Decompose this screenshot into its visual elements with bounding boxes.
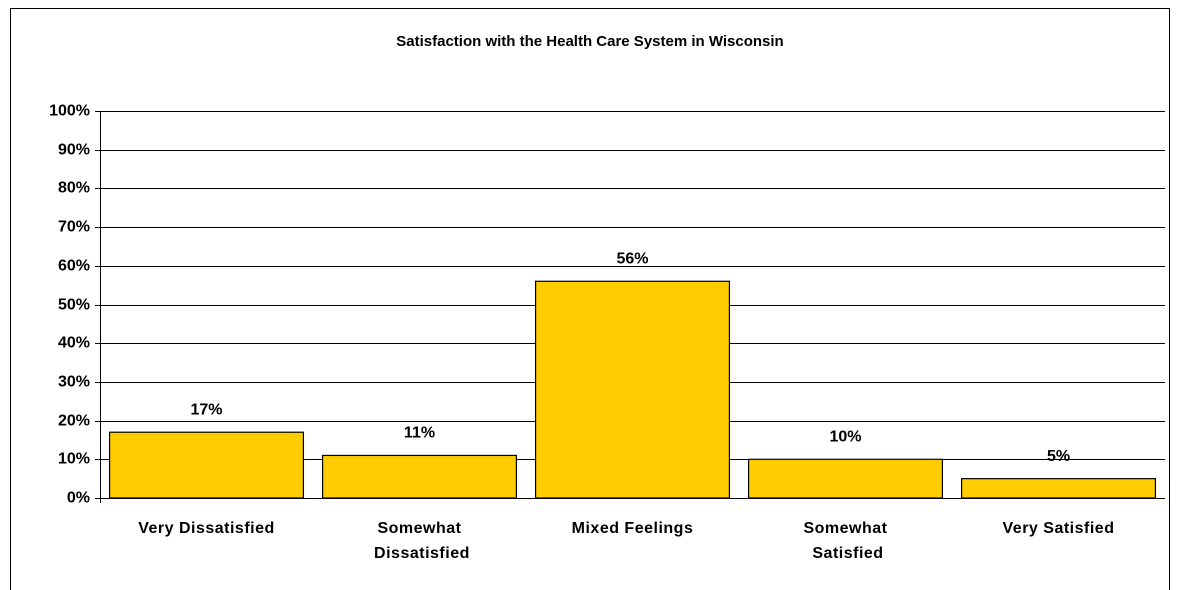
x-tick-label: Very Satisfied xyxy=(1003,520,1115,537)
y-tick-label: 0% xyxy=(67,490,90,507)
y-tick-label: 60% xyxy=(58,258,90,275)
x-tick-label: Somewhat Satisfied xyxy=(803,520,887,562)
value-label: 17% xyxy=(190,401,222,418)
y-tick-label: 10% xyxy=(58,451,90,468)
bar xyxy=(108,431,305,499)
bar xyxy=(747,458,944,499)
value-label: 10% xyxy=(829,429,861,446)
value-label: 5% xyxy=(1047,448,1070,465)
chart-title: Satisfaction with the Health Care System… xyxy=(396,33,783,50)
y-tick-label: 80% xyxy=(58,180,90,197)
bar xyxy=(321,454,518,499)
y-tick-label: 90% xyxy=(58,142,90,159)
y-tick-label: 70% xyxy=(58,219,90,236)
y-tick-label: 30% xyxy=(58,374,90,391)
x-tick-label: Mixed Feelings xyxy=(572,520,694,537)
x-tick-label: Very Dissatisfied xyxy=(138,520,275,537)
y-tick-label: 40% xyxy=(58,335,90,352)
value-label: 56% xyxy=(616,250,648,267)
bar xyxy=(534,280,731,499)
bar xyxy=(960,478,1157,499)
y-tick-label: 50% xyxy=(58,297,90,314)
x-tick-label: Somewhat Dissatisfied xyxy=(369,520,470,562)
y-tick-label: 100% xyxy=(49,103,90,120)
y-tick-label: 20% xyxy=(58,413,90,430)
value-label: 11% xyxy=(404,425,435,442)
